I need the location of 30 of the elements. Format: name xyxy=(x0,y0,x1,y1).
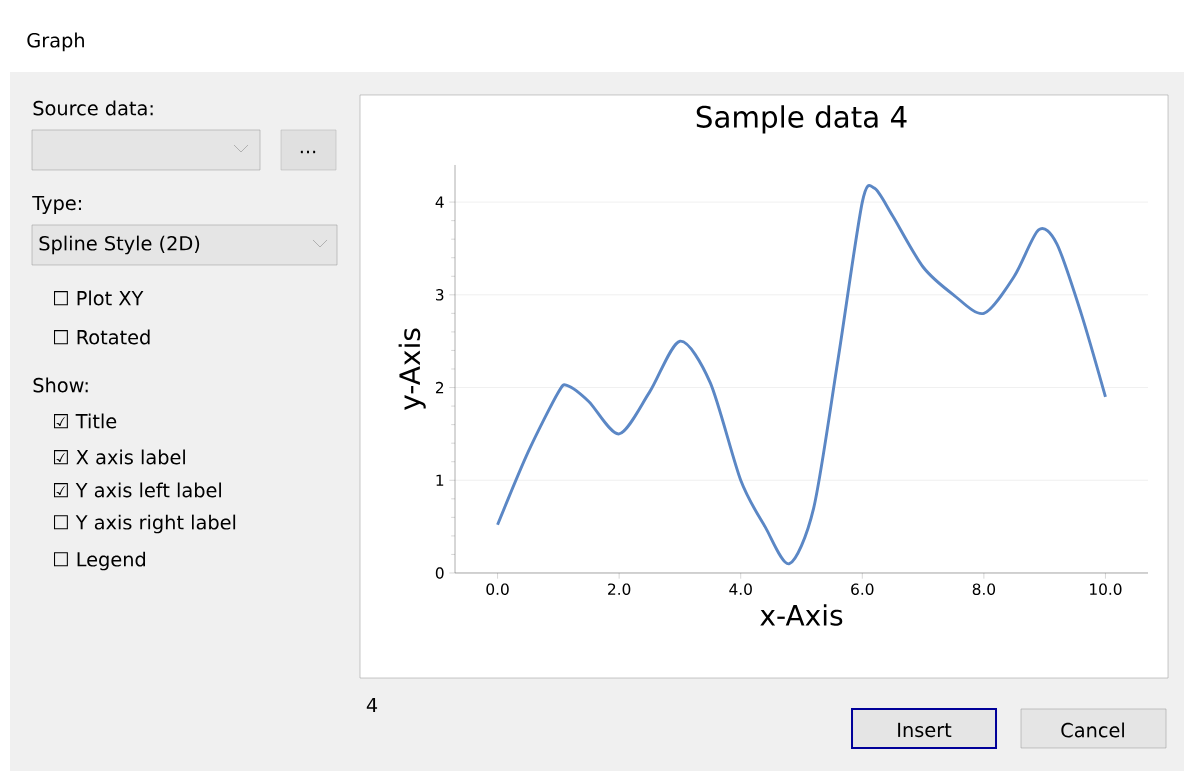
text: ☑ Title xyxy=(54,413,117,429)
text: ☐ Plot XY xyxy=(54,290,144,306)
x-tick-label: 10.0 xyxy=(1090,583,1122,595)
text: ☐ Rotated xyxy=(54,329,150,345)
y-tick-label: 3 xyxy=(436,289,444,301)
x-tick-label: 8.0 xyxy=(972,583,996,595)
source-note: Source data: xyxy=(33,100,153,116)
text: Spline Style (2D) xyxy=(39,235,200,255)
y-tick-label: 2 xyxy=(435,381,444,394)
text: 4 xyxy=(366,697,378,713)
text: ☐ Legend xyxy=(54,551,146,571)
y-tick-label: 4 xyxy=(435,196,444,208)
text: ... xyxy=(300,150,316,154)
y-axis-title: y-Axis xyxy=(398,328,426,410)
text: ☑ X axis label xyxy=(54,449,185,465)
text: ☑ Y axis left label xyxy=(54,482,221,498)
text: Show: xyxy=(33,377,88,393)
text: Cancel xyxy=(1061,722,1124,738)
x-tick-label: 2.0 xyxy=(608,583,631,595)
x-axis-title: x-Axis xyxy=(760,604,843,626)
text: Graph xyxy=(27,32,84,52)
chart-title: Sample data 4 xyxy=(696,105,907,134)
x-tick-label: 6.0 xyxy=(851,583,874,595)
y-tick-label: 1 xyxy=(436,474,444,486)
y-tick-label: 0 xyxy=(435,567,444,579)
x-tick-label: 0.0 xyxy=(486,583,509,595)
text: ☐ Y axis right label xyxy=(54,514,236,534)
text: Type: xyxy=(32,195,81,215)
x-tick-label: 4.0 xyxy=(729,583,752,595)
text: Insert xyxy=(898,722,952,738)
